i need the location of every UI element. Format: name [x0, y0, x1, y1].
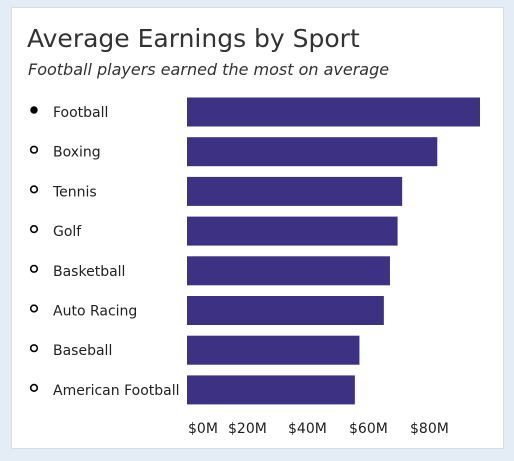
- bar-tennis[interactable]: [187, 176, 403, 206]
- bar-golf[interactable]: [187, 216, 398, 246]
- category-label-football: Football: [53, 105, 108, 121]
- bar-football[interactable]: [187, 97, 480, 127]
- radio-baseball[interactable]: [29, 344, 39, 353]
- x-tick-label: $40M: [288, 421, 327, 437]
- category-label-american-football: American Football: [53, 383, 180, 399]
- chart-subtitle: Football players earned the most on aver…: [28, 60, 390, 79]
- radio-auto-racing[interactable]: [29, 304, 39, 313]
- category-label-boxing: Boxing: [53, 145, 101, 161]
- category-label-basketball: Basketball: [53, 264, 125, 280]
- bar-boxing[interactable]: [187, 137, 438, 167]
- radio-football[interactable]: [30, 106, 38, 114]
- radio-golf[interactable]: [29, 225, 39, 234]
- radio-american-football[interactable]: [29, 383, 39, 393]
- bar-chart: Football Boxing Tennis Golf Basketball Auto R…: [29, 97, 480, 437]
- x-tick-label: $0M: [188, 421, 218, 437]
- chart-title: Average Earnings by Sport: [27, 24, 360, 53]
- category-label-baseball: Baseball: [53, 343, 112, 359]
- radio-basketball[interactable]: [29, 264, 39, 273]
- category-label-golf: Golf: [53, 224, 82, 240]
- x-tick-label: $20M: [228, 421, 267, 437]
- bar-baseball[interactable]: [187, 335, 360, 365]
- radio-tennis[interactable]: [29, 185, 39, 194]
- bar-basketball[interactable]: [187, 256, 390, 286]
- radio-boxing[interactable]: [29, 145, 39, 154]
- category-label-auto-racing: Auto Racing: [53, 304, 137, 320]
- x-tick-label: $80M: [410, 421, 449, 437]
- x-tick-label: $60M: [349, 421, 388, 437]
- bar-auto-racing[interactable]: [187, 296, 384, 325]
- bar-american-football[interactable]: [187, 375, 355, 405]
- category-label-tennis: Tennis: [52, 184, 97, 200]
- chart-card: Average Earnings by Sport Football playe…: [11, 7, 504, 449]
